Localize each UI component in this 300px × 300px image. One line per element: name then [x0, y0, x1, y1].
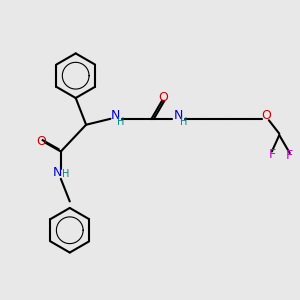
Text: N: N	[111, 109, 121, 122]
Text: O: O	[158, 92, 168, 104]
Text: F: F	[268, 148, 275, 161]
Text: H: H	[117, 117, 124, 128]
Text: H: H	[180, 117, 187, 128]
Text: F: F	[286, 149, 293, 162]
Text: O: O	[261, 109, 271, 122]
Text: N: N	[174, 109, 184, 122]
Text: N: N	[52, 166, 62, 179]
Text: H: H	[61, 169, 69, 179]
Text: O: O	[37, 135, 46, 148]
